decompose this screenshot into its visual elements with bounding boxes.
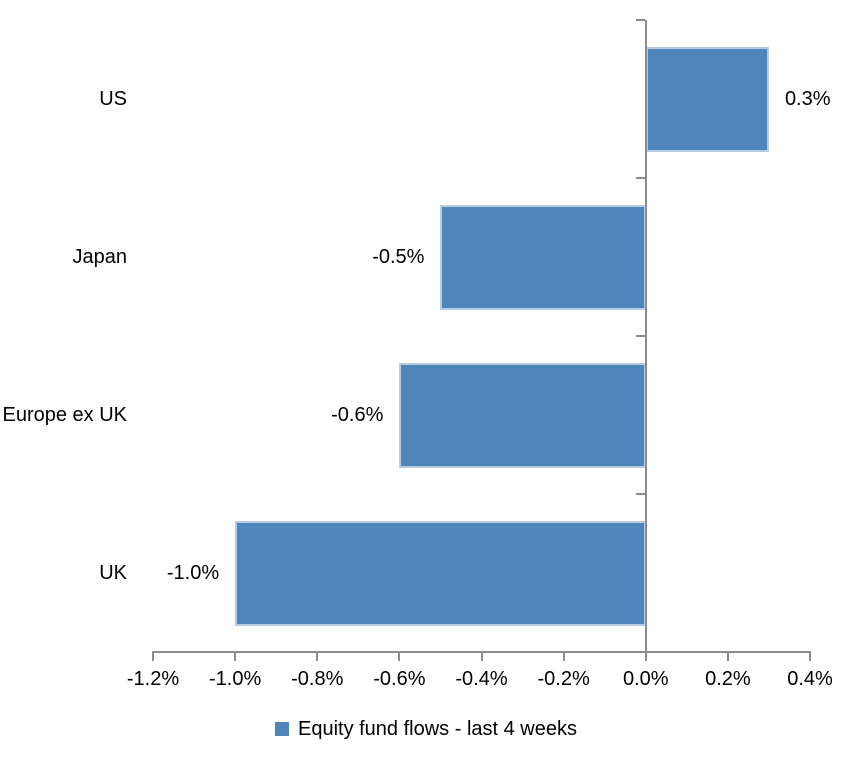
x-axis-tick bbox=[562, 651, 565, 661]
x-axis-tick bbox=[480, 651, 483, 661]
x-tick-label: -0.6% bbox=[373, 668, 426, 690]
x-axis-tick bbox=[316, 651, 319, 661]
bar-japan bbox=[440, 204, 646, 310]
x-tick-label: -0.8% bbox=[291, 668, 344, 690]
y-axis-tick bbox=[635, 335, 645, 337]
value-label-us: 0.3% bbox=[784, 87, 831, 110]
category-label-us: US bbox=[99, 87, 127, 110]
bar-us bbox=[645, 46, 769, 152]
x-axis-tick bbox=[726, 651, 729, 661]
x-tick-label: -1.2% bbox=[126, 668, 180, 690]
x-axis-tick bbox=[234, 651, 237, 661]
y-axis-tick bbox=[635, 19, 645, 21]
legend-swatch-icon bbox=[274, 722, 289, 736]
x-tick-label: -0.2% bbox=[537, 668, 590, 690]
y-axis-tick bbox=[635, 177, 645, 179]
x-tick-label: 0.2% bbox=[705, 668, 751, 690]
value-label-japan: -0.5% bbox=[372, 245, 425, 268]
x-tick-label: -1.0% bbox=[209, 668, 262, 690]
category-label-europe-ex-uk: Europe ex UK bbox=[2, 403, 127, 426]
x-tick-label: 0.4% bbox=[787, 668, 833, 690]
x-axis-tick bbox=[398, 651, 401, 661]
value-label-europe-ex-uk: -0.6% bbox=[331, 403, 384, 426]
bar-europe-ex-uk bbox=[399, 362, 646, 468]
category-label-uk: UK bbox=[99, 561, 127, 584]
x-tick-label: -0.4% bbox=[455, 668, 508, 690]
legend-label: Equity fund flows - last 4 weeks bbox=[297, 717, 577, 740]
value-label-uk: -1.0% bbox=[166, 561, 220, 584]
x-axis-tick bbox=[644, 651, 647, 661]
x-axis-line bbox=[153, 651, 811, 653]
legend: Equity fund flows - last 4 weeks bbox=[0, 714, 852, 744]
x-tick-label: 0.0% bbox=[622, 668, 669, 690]
category-label-japan: Japan bbox=[72, 245, 128, 268]
y-axis-line bbox=[644, 20, 647, 653]
bar-uk bbox=[235, 520, 646, 626]
y-axis-tick bbox=[635, 493, 645, 495]
x-axis-tick bbox=[152, 651, 154, 661]
x-axis-tick bbox=[809, 651, 811, 661]
